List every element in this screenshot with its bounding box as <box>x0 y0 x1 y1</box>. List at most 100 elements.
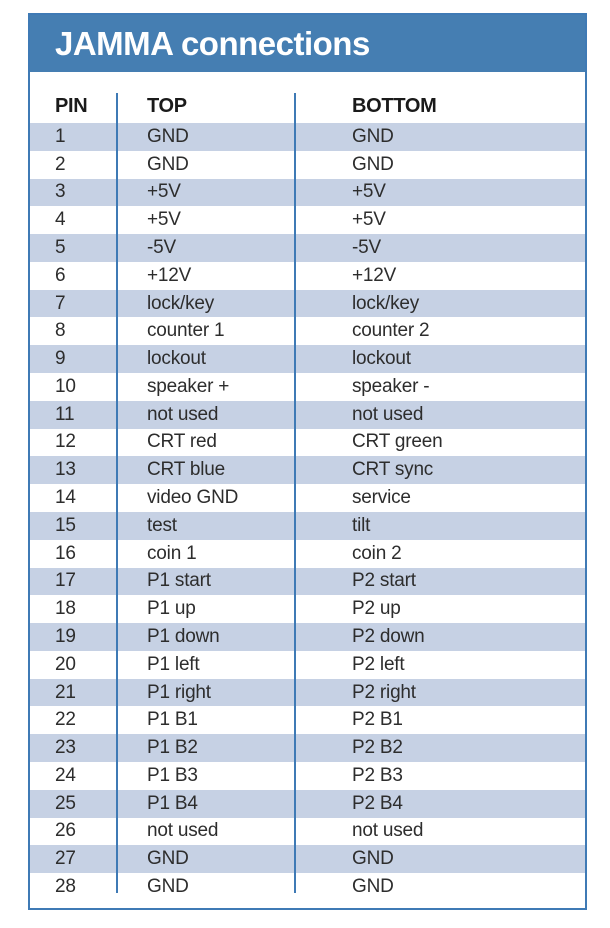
bottom-connection: P2 down <box>352 625 425 647</box>
table-row: 2 GND GND <box>30 150 585 179</box>
table-row: 16 coin 1 coin 2 <box>30 539 585 568</box>
table-row: 20 P1 left P2 left <box>30 650 585 679</box>
table-row: 11 not used not used <box>30 400 585 429</box>
table-row: 15 test tilt <box>30 511 585 540</box>
column-header-top: TOP <box>147 95 187 117</box>
pin-number: 17 <box>55 570 76 592</box>
top-connection: P1 down <box>147 625 220 647</box>
bottom-connection: GND <box>352 848 394 870</box>
pin-number: 4 <box>55 209 66 231</box>
top-connection: video GND <box>147 487 239 509</box>
bottom-connection: P2 B1 <box>352 709 403 731</box>
table-row: 18 P1 up P2 up <box>30 595 585 624</box>
bottom-connection: coin 2 <box>352 542 402 564</box>
bottom-connection: P2 right <box>352 681 416 703</box>
pin-number: 26 <box>55 820 76 842</box>
top-connection: speaker + <box>147 375 230 397</box>
pin-number: 16 <box>55 542 76 564</box>
column-divider-pin-top <box>116 93 118 893</box>
bottom-connection: GND <box>352 125 394 147</box>
bottom-connection: CRT sync <box>352 459 434 481</box>
top-connection: P1 start <box>147 570 211 592</box>
pin-number: 18 <box>55 598 76 620</box>
bottom-connection: service <box>352 487 411 509</box>
jamma-connections-table: JAMMA connections PIN TOP BOTTOM 1 GND G… <box>28 13 587 910</box>
top-connection: test <box>147 514 177 536</box>
bottom-connection: CRT green <box>352 431 443 453</box>
table-row: 8 counter 1 counter 2 <box>30 317 585 346</box>
table-title: JAMMA connections <box>55 24 370 62</box>
pin-number: 15 <box>55 514 76 536</box>
column-header-bottom: BOTTOM <box>352 95 437 117</box>
bottom-connection: +5V <box>352 209 386 231</box>
top-connection: CRT blue <box>147 459 225 481</box>
top-connection: coin 1 <box>147 542 197 564</box>
table-row: 23 P1 B2 P2 B2 <box>30 734 585 762</box>
bottom-connection: lockout <box>352 348 411 370</box>
top-connection: P1 up <box>147 598 196 620</box>
table-row: 7 lock/key lock/key <box>30 289 585 318</box>
top-connection: +5V <box>147 209 181 231</box>
top-connection: -5V <box>147 237 176 259</box>
top-connection: lockout <box>147 348 206 370</box>
table-row: 27 GND GND <box>30 845 585 874</box>
pin-number: 25 <box>55 792 76 814</box>
table-row: 21 P1 right P2 right <box>30 678 585 707</box>
table-body: 1 GND GND 2 GND GND 3 +5V +5V 4 +5V +5V … <box>30 123 585 901</box>
top-connection: not used <box>147 403 219 425</box>
top-connection: P1 right <box>147 681 211 703</box>
pin-number: 19 <box>55 625 76 647</box>
pin-number: 14 <box>55 487 76 509</box>
table-row: 22 P1 B1 P2 B1 <box>30 706 585 735</box>
bottom-connection: P2 B4 <box>352 792 403 814</box>
pin-number: 1 <box>55 125 66 147</box>
top-connection: lock/key <box>147 292 215 314</box>
bottom-connection: GND <box>352 153 394 175</box>
table-row: 6 +12V +12V <box>30 261 585 290</box>
bottom-connection: P2 up <box>352 598 401 620</box>
pin-number: 27 <box>55 848 76 870</box>
pin-number: 9 <box>55 348 66 370</box>
top-connection: counter 1 <box>147 320 225 342</box>
top-connection: CRT red <box>147 431 217 453</box>
pin-number: 13 <box>55 459 76 481</box>
top-connection: +12V <box>147 264 192 286</box>
column-divider-top-bottom <box>294 93 296 893</box>
top-connection: GND <box>147 875 189 897</box>
bottom-connection: counter 2 <box>352 320 430 342</box>
pin-number: 10 <box>55 375 76 397</box>
bottom-connection: GND <box>352 875 394 897</box>
bottom-connection: +12V <box>352 264 397 286</box>
top-connection: GND <box>147 153 189 175</box>
pin-number: 12 <box>55 431 76 453</box>
pin-number: 7 <box>55 292 66 314</box>
pin-number: 21 <box>55 681 76 703</box>
bottom-connection: not used <box>352 403 424 425</box>
table-row: 5 -5V -5V <box>30 234 585 262</box>
top-connection: P1 B4 <box>147 792 198 814</box>
bottom-connection: not used <box>352 820 424 842</box>
pin-number: 3 <box>55 181 66 203</box>
bottom-connection: P2 start <box>352 570 416 592</box>
top-connection: P1 left <box>147 653 200 675</box>
table-row: 1 GND GND <box>30 123 585 151</box>
top-connection: not used <box>147 820 219 842</box>
top-connection: P1 B2 <box>147 737 198 759</box>
pin-number: 28 <box>55 875 76 897</box>
pin-number: 20 <box>55 653 76 675</box>
pin-number: 5 <box>55 237 66 259</box>
table-row: 24 P1 B3 P2 B3 <box>30 761 585 790</box>
table-row: 17 P1 start P2 start <box>30 567 585 596</box>
pin-number: 8 <box>55 320 66 342</box>
table-header-row: PIN TOP BOTTOM <box>30 72 585 123</box>
table-row: 26 not used not used <box>30 817 585 846</box>
table-row: 13 CRT blue CRT sync <box>30 456 585 485</box>
top-connection: GND <box>147 125 189 147</box>
bottom-connection: P2 left <box>352 653 405 675</box>
table-row: 28 GND GND <box>30 873 585 901</box>
pin-number: 6 <box>55 264 66 286</box>
table-row: 3 +5V +5V <box>30 178 585 207</box>
pin-number: 23 <box>55 737 76 759</box>
pin-number: 2 <box>55 153 66 175</box>
top-connection: P1 B1 <box>147 709 198 731</box>
